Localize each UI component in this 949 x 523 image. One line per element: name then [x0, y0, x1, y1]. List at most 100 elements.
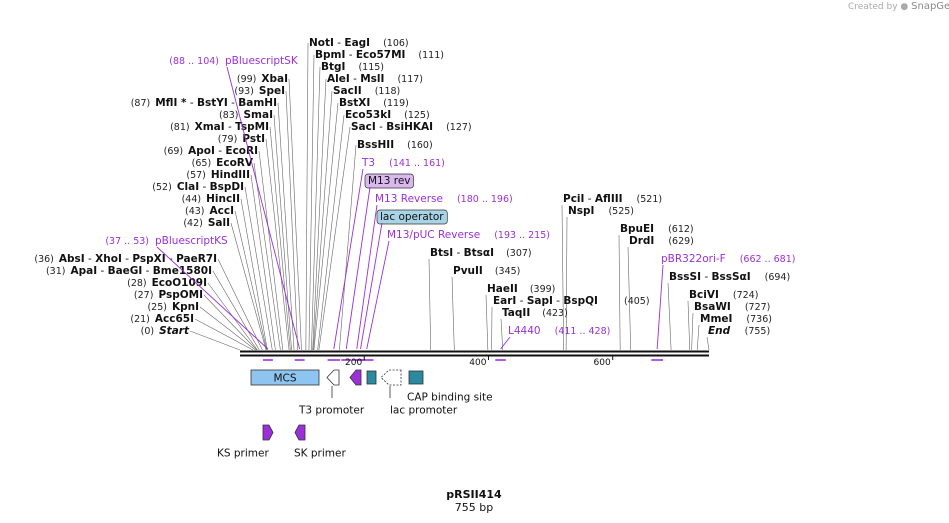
primer-t3[interactable]: T3 (141 .. 161)	[327, 157, 445, 361]
site-name-part: BtgI	[321, 61, 345, 73]
site-position: (399)	[530, 284, 556, 295]
cap-binding-box[interactable]	[408, 370, 424, 385]
site-name: XbaI	[261, 73, 288, 85]
site-bsawi[interactable]: BsaWI (727)	[694, 301, 770, 313]
site-btsi[interactable]: BtsI - BtsαI (307)	[430, 247, 532, 259]
site-apoi[interactable]: ApoI - EcoRI (69)	[164, 145, 258, 157]
site-hincii[interactable]: HincII (44)	[182, 193, 240, 205]
site-name: BpmI - Eco57MI	[315, 49, 405, 61]
site-psti[interactable]: PstI (79)	[218, 133, 265, 145]
site-bsssi[interactable]: BssSI - BssSαI (694)	[669, 271, 790, 283]
site-name-part: -	[166, 253, 176, 265]
site-position: (521)	[637, 194, 663, 205]
site-bsshii[interactable]: BssHII (160)	[357, 139, 433, 151]
sk-primer-arrow[interactable]	[294, 424, 306, 441]
site-name-part: -	[553, 295, 563, 307]
primer-annotations: pBluescriptSK (88 .. 104) pBluescriptKS (37…	[105, 55, 795, 361]
site-bpuei[interactable]: BpuEI (612)	[620, 223, 694, 235]
t3-promoter-arrow[interactable]	[326, 369, 340, 386]
site-name: SpeI	[259, 85, 285, 97]
site-apai[interactable]: ApaI - BaeGI - Bme1580I (31)	[46, 265, 212, 277]
site-kpni[interactable]: KpnI (25)	[147, 301, 199, 313]
site-name: PciI - AflIII	[563, 193, 623, 205]
site-spei[interactable]: SpeI (93)	[234, 85, 285, 97]
mcs-feature[interactable]: MCS	[250, 369, 320, 386]
site-connector	[189, 330, 241, 351]
site-bstxi[interactable]: BstXI (119)	[339, 97, 409, 109]
site-name: BciVI	[689, 289, 719, 301]
site-saci[interactable]: SacI - BsiHKAI (127)	[351, 121, 472, 133]
site-position: (117)	[397, 74, 423, 85]
site-position: (115)	[358, 62, 384, 73]
primer-l4440[interactable]: L4440 (411 .. 428)	[495, 325, 610, 361]
site-ecoo109i[interactable]: EcoO109I (28)	[127, 277, 207, 289]
credit-prefix: Created by	[848, 2, 898, 12]
site-xbai[interactable]: XbaI (99)	[237, 73, 288, 85]
site-name: HindIII	[211, 169, 250, 181]
site-name-part: -	[85, 253, 95, 265]
site-drdi[interactable]: DrdI (629)	[629, 235, 694, 247]
primer-pbr322ori-f[interactable]: pBR322ori-F (662 .. 681)	[651, 253, 795, 361]
site-clai[interactable]: ClaI - BspDI (52)	[152, 181, 244, 193]
site-connector	[265, 138, 290, 351]
site-acci[interactable]: AccI (43)	[185, 205, 234, 217]
site-end[interactable]: End (755)	[708, 325, 770, 337]
site-mfli[interactable]: MflI * - BstYI - BamHI (87)	[131, 97, 277, 109]
primer-feature-arrow[interactable]	[349, 369, 362, 386]
site-alei[interactable]: AleI - MslI (117)	[327, 73, 423, 85]
site-taqii[interactable]: TaqII (423)	[502, 307, 568, 319]
site-connector	[199, 306, 256, 351]
site-absi[interactable]: AbsI - XhoI - PspXI - PaeR7I (36)	[34, 253, 217, 265]
site-name-part: BstXI	[339, 97, 370, 109]
site-hindiii[interactable]: HindIII (57)	[186, 169, 250, 181]
site-pspomi[interactable]: PspOMI (27)	[134, 289, 203, 301]
site-name-part: DrdI	[629, 235, 654, 247]
site-noti[interactable]: NotI - EagI (106)	[309, 37, 409, 49]
site-name-part: SpeI	[259, 85, 285, 97]
site-name: Acc65I	[155, 313, 194, 325]
site-name-part: NspI	[568, 205, 594, 217]
site-name-part: TspMI	[235, 121, 269, 133]
site-connector	[253, 162, 281, 351]
site-connector	[318, 126, 351, 351]
site-position: (106)	[383, 38, 409, 49]
ks-primer-arrow[interactable]	[262, 424, 274, 441]
primer-m13-rev[interactable]: M13 rev	[341, 173, 414, 361]
site-sali[interactable]: SalI (42)	[183, 217, 230, 229]
site-position: (52)	[152, 182, 172, 193]
site-btgi[interactable]: BtgI (115)	[321, 61, 384, 73]
site-name-part: -	[584, 193, 594, 205]
primer-pbluescriptsk[interactable]: pBluescriptSK (88 .. 104)	[169, 55, 305, 361]
site-pvuii[interactable]: PvuII (345)	[453, 265, 520, 277]
primer-lac-operator[interactable]: lac operator	[355, 209, 448, 361]
site-eco53ki[interactable]: Eco53kI (125)	[345, 109, 430, 121]
site-sacii[interactable]: SacII (118)	[333, 85, 400, 97]
site-haeii[interactable]: HaeII (399)	[487, 283, 555, 295]
site-bcivi[interactable]: BciVI (724)	[689, 289, 758, 301]
lac-promoter-arrow[interactable]	[380, 369, 402, 386]
site-acc65i[interactable]: Acc65I (21)	[130, 313, 194, 325]
site-name-part: HincII	[206, 193, 240, 205]
site-smai[interactable]: SmaI (83)	[219, 109, 273, 121]
site-name-part: AflIII	[595, 193, 623, 205]
site-position: (21)	[130, 314, 150, 325]
site-bpmi[interactable]: BpmI - Eco57MI (111)	[315, 49, 444, 61]
site-nspi[interactable]: NspI (525)	[568, 205, 634, 217]
site-start[interactable]: Start (0)	[141, 325, 190, 337]
site-position: (118)	[375, 86, 401, 97]
site-mmei[interactable]: MmeI (736)	[700, 313, 772, 325]
site-eari[interactable]: EarI - SapI - BspQI (405)	[493, 295, 650, 307]
site-name-part: -	[97, 265, 107, 277]
primer-pbluescriptks[interactable]: pBluescriptKS (37 .. 53)	[105, 235, 273, 361]
site-xmai[interactable]: XmaI - TspMI (81)	[170, 121, 269, 133]
primer-m13-reverse[interactable]: M13 Reverse (180 .. 196)	[351, 193, 513, 361]
site-connector	[203, 294, 257, 351]
site-ecorv[interactable]: EcoRV (65)	[192, 157, 254, 169]
primer-m13-puc-reverse[interactable]: M13/pUC Reverse (193 .. 215)	[359, 229, 550, 361]
site-name: PvuII	[453, 265, 483, 277]
site-name: KpnI	[172, 301, 199, 313]
operator-box[interactable]	[366, 370, 377, 385]
site-position: (345)	[495, 266, 521, 277]
axis-ticks: 200 400 600	[345, 356, 614, 368]
site-pcii[interactable]: PciI - AflIII (521)	[563, 193, 662, 205]
